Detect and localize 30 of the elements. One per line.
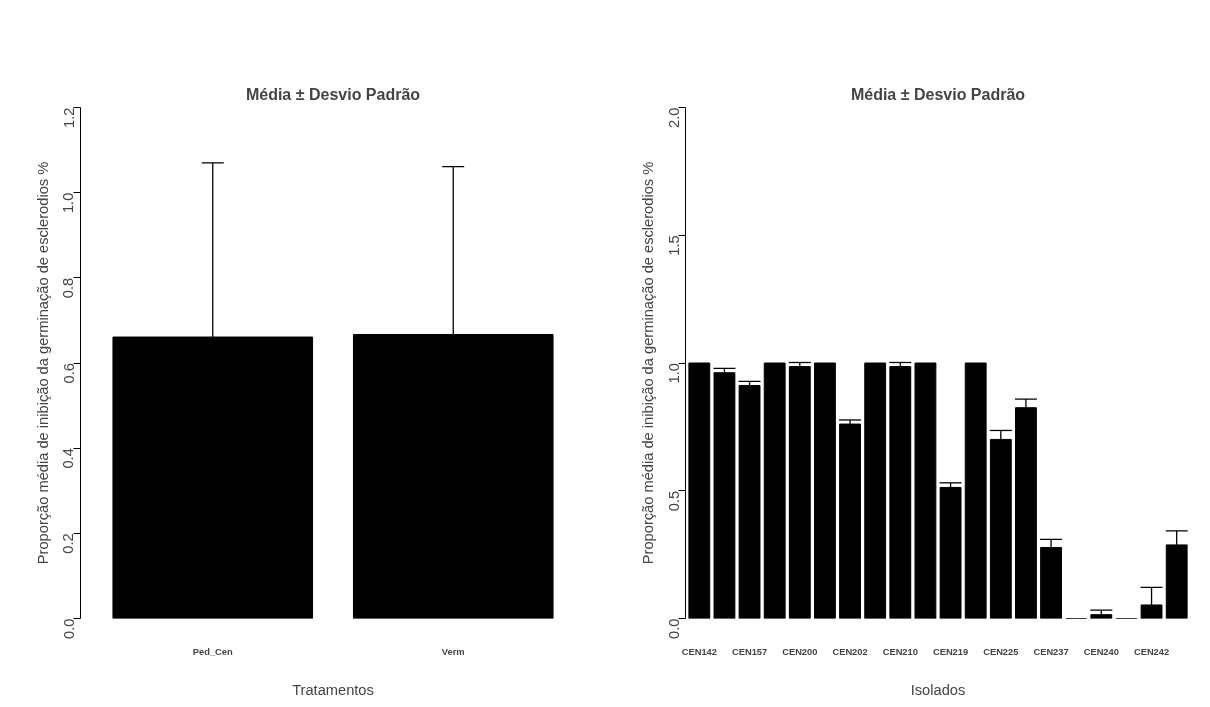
y-tick-label: 1.2	[60, 107, 77, 128]
x-axis-title: Tratamentos	[292, 681, 374, 698]
x-tick-label: CEN225	[983, 646, 1019, 657]
y-tick-label: 2.0	[665, 107, 682, 128]
x-tick-label: Ped_Cen	[192, 646, 234, 657]
x-tick-label: CEN157	[731, 646, 768, 657]
y-tick-label: 0.2	[60, 533, 77, 554]
x-tick-label: CEN219	[932, 646, 969, 657]
x-tick-label: Verm	[441, 646, 465, 657]
x-tick-label: CEN142	[681, 646, 717, 657]
x-tick-label: CEN200	[782, 646, 818, 657]
y-tick-label: 0.4	[60, 448, 77, 469]
x-tick-label: CEN210	[882, 646, 918, 657]
x-axis-title: Isolados	[910, 681, 966, 698]
x-tick-label: CEN202	[832, 646, 868, 657]
x-tick-label: CEN237	[1033, 646, 1069, 657]
y-tick-label: 0.0	[60, 618, 77, 639]
y-axis-title: Proporção média de inibição da germinação de esclerodios %	[34, 161, 51, 565]
y-tick-label: 0.0	[665, 618, 682, 639]
chart-title: Média ± Desvio Padrão	[245, 85, 421, 103]
y-tick-label: 0.6	[60, 363, 77, 384]
y-tick-label: 1.0	[60, 192, 77, 214]
y-tick-label: 1.0	[665, 363, 682, 384]
chart-title: Média ± Desvio Padrão	[850, 85, 1026, 103]
x-tick-label: CEN242	[1133, 646, 1170, 657]
y-tick-label: 0.8	[60, 277, 77, 299]
y-axis-title: Proporção média de inibição da germinação de esclerodios %	[639, 161, 656, 565]
y-tick-label: 1.5	[665, 235, 682, 256]
y-tick-label: 0.5	[665, 490, 682, 512]
x-tick-label: CEN240	[1083, 646, 1119, 657]
